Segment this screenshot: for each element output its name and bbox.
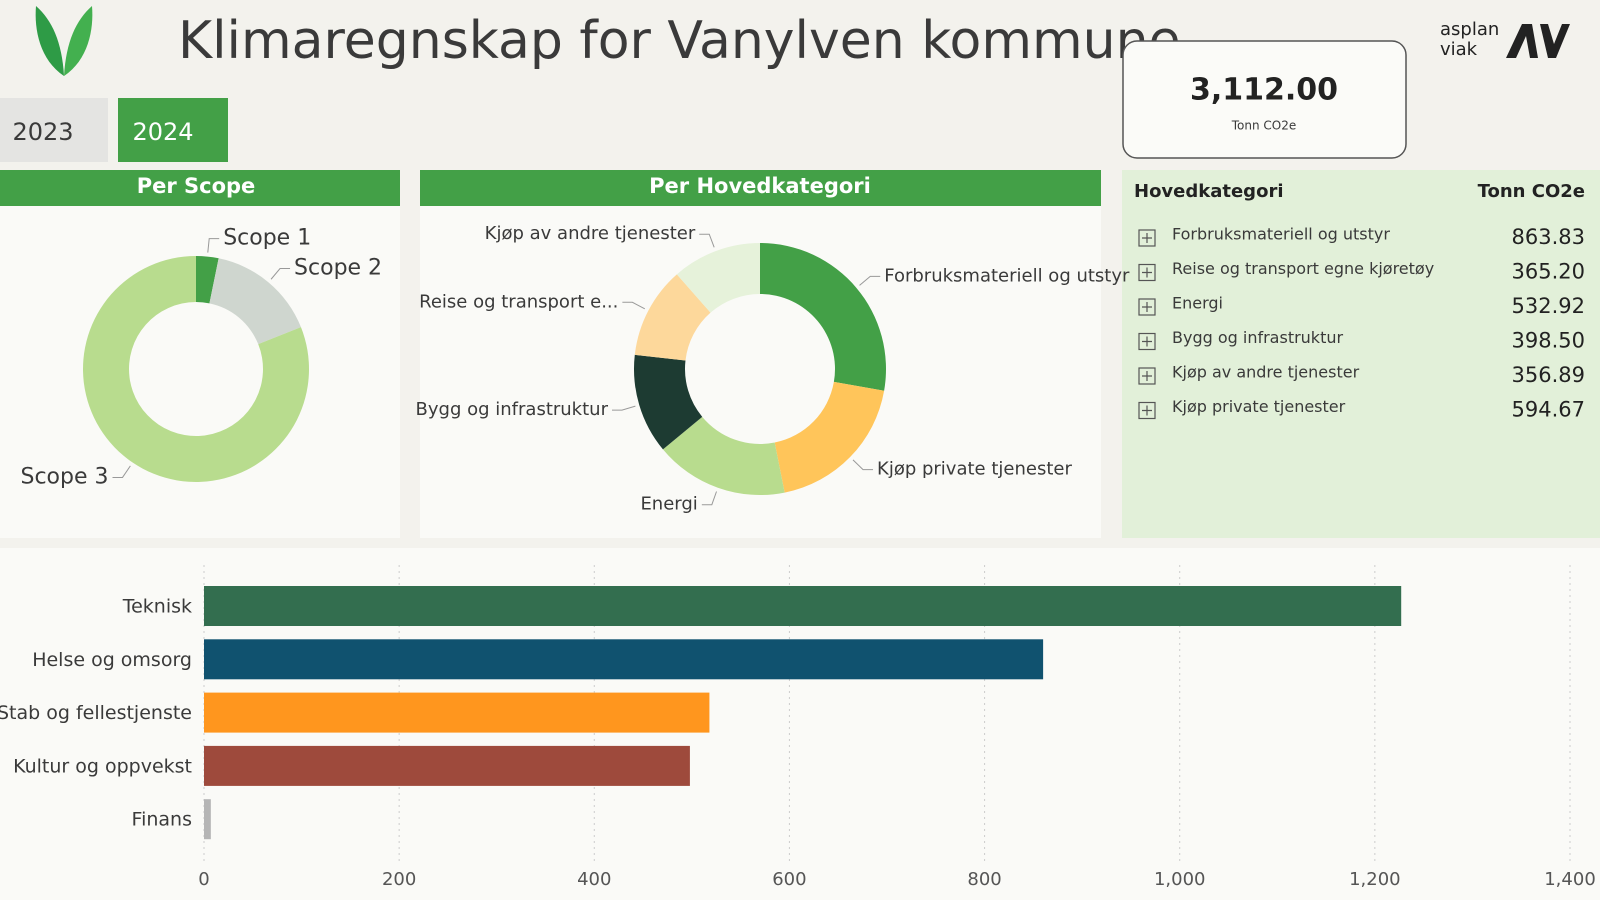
y-tick-label: Helse og omsorg (32, 649, 192, 671)
table-cell: 863.83 (1512, 225, 1585, 249)
slice-label: Scope 1 (223, 226, 311, 251)
x-tick-label: 200 (382, 869, 416, 890)
slice-label: Kjøp av andre tjenester (485, 223, 696, 244)
table-cell: 594.67 (1512, 398, 1585, 422)
donut-slice (676, 243, 760, 313)
panel-title: Per Hovedkategori (649, 174, 871, 198)
expand-icon[interactable] (1142, 302, 1152, 312)
kpi-card (1122, 40, 1407, 159)
table-header: Hovedkategori (1134, 181, 1283, 202)
kpi-unit: Tonn CO2e (1231, 119, 1297, 133)
table-cell: Energi (1172, 294, 1223, 313)
year-button[interactable] (0, 98, 108, 162)
donut-slice (662, 416, 785, 496)
donut-slice (82, 256, 309, 482)
year-button-label[interactable]: 2024 (132, 118, 193, 146)
slice-label: Energi (640, 494, 697, 515)
slice-label: Forbruksmateriell og utstyr (884, 265, 1130, 286)
expand-icon[interactable] (1138, 298, 1156, 316)
panel-title: Per Scope (137, 174, 256, 198)
table-header: Tonn CO2e (1478, 181, 1585, 202)
y-tick-label: Kultur og oppvekst (13, 755, 192, 777)
page-title: Klimaregnskap for Vanylven kommune (178, 11, 1181, 71)
table-cell: Forbruksmateriell og utstyr (1172, 225, 1390, 244)
table-cell: Reise og transport egne kjøretøy (1172, 259, 1434, 278)
leader-line (112, 465, 131, 478)
x-tick-label: 400 (577, 869, 611, 890)
y-tick-label: Stab og fellestjenste (0, 702, 192, 724)
x-tick-label: 600 (772, 869, 806, 890)
x-tick-label: 1,000 (1154, 869, 1206, 890)
table-cell: Bygg og infrastruktur (1172, 328, 1343, 347)
expand-icon[interactable] (1142, 371, 1152, 381)
donut-slice (760, 243, 886, 391)
leader-line (859, 275, 881, 286)
expand-icon[interactable] (1142, 233, 1152, 243)
year-button-selected[interactable] (118, 98, 228, 162)
donut-slice (209, 258, 301, 345)
x-tick-label: 1,200 (1349, 869, 1401, 890)
expand-icon[interactable] (1138, 367, 1156, 385)
bar (204, 586, 1402, 626)
logo-text: viak (1440, 39, 1478, 60)
donut-slice (634, 354, 703, 450)
logo-leaf (35, 6, 64, 76)
bar (204, 639, 1044, 680)
leader-line (622, 301, 646, 310)
leader-line (270, 268, 291, 280)
table-cell: 356.89 (1512, 363, 1585, 387)
logo-mark (1506, 24, 1570, 58)
expand-icon[interactable] (1138, 401, 1156, 420)
table-cell: 398.50 (1512, 329, 1585, 353)
table-cell: Kjøp av andre tjenester (1172, 363, 1360, 382)
leader-line (852, 459, 874, 471)
leader-line (207, 238, 220, 253)
panel-header (0, 170, 400, 206)
bar (204, 692, 710, 733)
logo-leaf (64, 6, 93, 76)
slice-label: Scope 2 (294, 256, 382, 281)
year-button-label[interactable]: 2023 (12, 118, 73, 146)
leader-line (699, 233, 715, 248)
x-tick-label: 800 (967, 869, 1001, 890)
bar (204, 745, 690, 786)
slice-label: Bygg og infrastruktur (416, 399, 609, 420)
expand-icon[interactable] (1138, 229, 1156, 247)
table-cell: 365.20 (1512, 260, 1585, 284)
bar (204, 799, 211, 840)
expand-icon[interactable] (1142, 405, 1152, 416)
logo-text: asplan (1440, 19, 1499, 40)
donut-slice (774, 381, 885, 493)
donut-slice (196, 256, 219, 304)
slice-label: Kjøp private tjenester (877, 459, 1072, 480)
panel-header (420, 170, 1101, 206)
y-tick-label: Teknisk (122, 596, 192, 618)
kpi-value: 3,112.00 (1190, 73, 1338, 108)
expand-icon[interactable] (1138, 332, 1156, 351)
table-cell: Kjøp private tjenester (1172, 397, 1346, 416)
x-tick-label: 1,400 (1544, 869, 1596, 890)
table-panel (1122, 170, 1600, 538)
y-tick-label: Finans (132, 809, 192, 831)
leader-line (611, 405, 636, 411)
expand-icon[interactable] (1138, 263, 1156, 282)
table-cell: 532.92 (1512, 294, 1585, 318)
slice-label: Reise og transport e... (419, 291, 618, 312)
x-tick-label: 0 (198, 869, 209, 890)
leader-line (701, 491, 717, 506)
expand-icon[interactable] (1142, 336, 1152, 347)
donut-slice (634, 274, 711, 361)
expand-icon[interactable] (1142, 267, 1152, 278)
slice-label: Scope 3 (20, 464, 108, 489)
